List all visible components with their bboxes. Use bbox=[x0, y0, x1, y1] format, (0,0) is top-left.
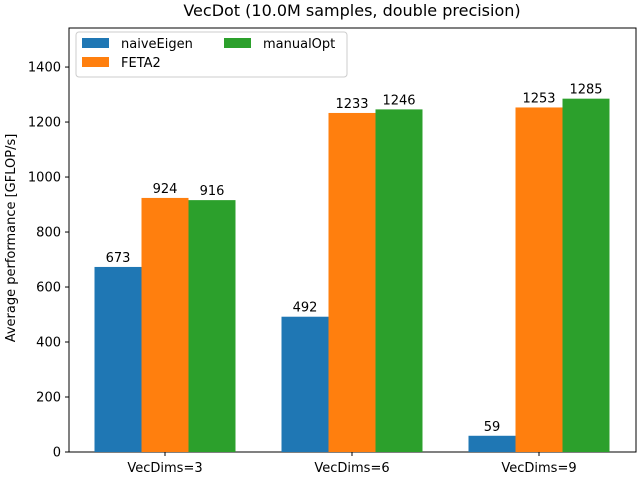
bar-FETA2-0 bbox=[141, 197, 189, 452]
legend-box bbox=[75, 31, 348, 78]
bar-manualOpt-2 bbox=[562, 98, 610, 453]
y-tick-label: 1200 bbox=[28, 116, 61, 131]
bar-naiveEigen-1 bbox=[281, 316, 329, 452]
bar-FETA2-2 bbox=[515, 107, 563, 452]
y-tick-label: 200 bbox=[36, 391, 61, 406]
data-label: 1233 bbox=[335, 97, 368, 112]
data-label: 1246 bbox=[382, 93, 415, 108]
data-label: 673 bbox=[106, 251, 131, 266]
legend-label-manualOpt: manualOpt bbox=[263, 37, 335, 52]
legend-label-FETA2: FETA2 bbox=[121, 56, 161, 71]
y-axis-label: Average performance [GFLOP/s] bbox=[4, 134, 19, 343]
legend-swatch-naiveEigen bbox=[82, 38, 109, 48]
plot-area: 0 200 400 600 800 1000 1200 1400 VecDims=3 673 924… bbox=[28, 27, 637, 476]
y-tick-label: 800 bbox=[36, 226, 61, 241]
legend-swatch-FETA2 bbox=[82, 57, 109, 67]
data-label: 916 bbox=[200, 184, 225, 199]
bar-manualOpt-1 bbox=[375, 109, 423, 452]
data-label: 1253 bbox=[522, 91, 555, 106]
data-label: 59 bbox=[484, 420, 501, 435]
y-tick-label: 1000 bbox=[28, 171, 61, 186]
bar-FETA2-1 bbox=[328, 112, 376, 453]
legend: naiveEigen FETA2 manualOpt bbox=[75, 31, 348, 78]
chart-title: VecDot (10.0M samples, double precision) bbox=[183, 1, 520, 20]
legend-label-naiveEigen: naiveEigen bbox=[121, 37, 193, 52]
x-tick-label: VecDims=6 bbox=[314, 461, 389, 476]
bar-naiveEigen-2 bbox=[468, 435, 516, 452]
y-tick-label: 600 bbox=[36, 281, 61, 296]
x-tick-label: VecDims=9 bbox=[501, 461, 576, 476]
data-label: 924 bbox=[153, 182, 178, 197]
data-label: 492 bbox=[293, 301, 318, 316]
bar-naiveEigen-0 bbox=[94, 266, 142, 452]
y-tick-label: 1400 bbox=[28, 61, 61, 76]
data-label: 1285 bbox=[569, 83, 602, 98]
y-tick-label: 400 bbox=[36, 336, 61, 351]
y-tick-label: 0 bbox=[53, 446, 61, 461]
legend-swatch-manualOpt bbox=[224, 38, 251, 48]
bar-manualOpt-0 bbox=[188, 200, 236, 452]
x-tick-label: VecDims=3 bbox=[127, 461, 202, 476]
